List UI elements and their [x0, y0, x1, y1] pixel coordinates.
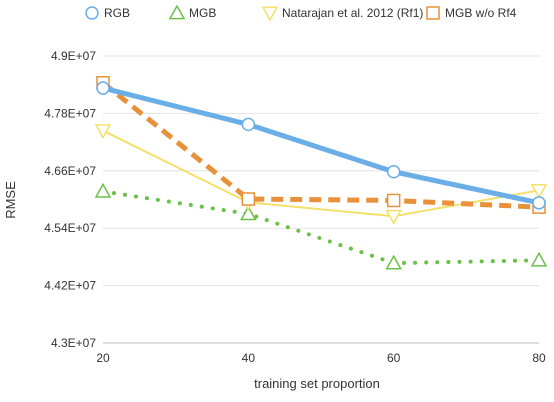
data-point: [240, 205, 257, 221]
data-point: [530, 251, 548, 267]
data-point: [532, 196, 546, 210]
series-line: [101, 80, 540, 210]
series-line: [100, 85, 542, 206]
y-tick-label: 4.54E+07: [44, 221, 96, 235]
series-line: [101, 189, 541, 266]
y-tick-label: 4.66E+07: [44, 164, 96, 178]
x-tick-label: 80: [532, 351, 546, 365]
data-point: [94, 124, 112, 140]
x-tick-label: 60: [387, 351, 401, 365]
series-rgb: [96, 81, 546, 210]
legend-marker: [85, 6, 99, 20]
y-tick-label: 4.3E+07: [51, 336, 96, 350]
data-point: [94, 182, 112, 198]
series-layer: [94, 76, 548, 270]
series-natarajan-et-al-2012-rf1: [94, 124, 548, 225]
legend-label: Natarajan et al. 2012 (Rf1): [282, 6, 423, 20]
data-point: [386, 193, 401, 208]
x-axis-title: training set proportion: [254, 376, 380, 391]
data-point: [96, 81, 110, 95]
y-axis-ticks: 4.3E+07 4.42E+07 4.54E+07 4.66E+07 4.78E+07 4…: [44, 49, 96, 350]
y-tick-label: 4.9E+07: [51, 49, 96, 63]
legend-marker: [168, 4, 186, 20]
data-point: [530, 184, 548, 199]
legend-label: MGB w/o Rf4: [445, 6, 517, 20]
legend-item: RGB: [85, 6, 130, 20]
y-tick-label: 4.78E+07: [44, 106, 96, 120]
series-mgb: [94, 182, 548, 270]
legend-marker: [261, 6, 279, 22]
x-tick-label: 20: [96, 351, 110, 365]
data-point: [386, 165, 401, 179]
legend-label: RGB: [104, 6, 130, 20]
x-axis-ticks: 20 40 60 80: [96, 351, 546, 365]
x-tick-label: 40: [242, 351, 256, 365]
y-axis-title: RMSE: [3, 181, 18, 219]
legend: RGB MGB Natarajan et al. 2012 (Rf1) MGB w/o…: [85, 4, 517, 22]
legend-label: MGB: [189, 6, 216, 20]
data-point: [241, 117, 256, 132]
legend-marker: [426, 6, 440, 20]
legend-item: MGB: [168, 4, 216, 20]
legend-item: Natarajan et al. 2012 (Rf1): [261, 6, 423, 22]
legend-item: MGB w/o Rf4: [426, 6, 517, 20]
data-point: [241, 192, 256, 206]
data-point: [385, 254, 402, 270]
series-mgb-w-o-rf4: [96, 76, 546, 214]
y-tick-label: 4.42E+07: [44, 279, 96, 293]
grid-lines: [103, 55, 539, 344]
data-point: [385, 209, 402, 225]
